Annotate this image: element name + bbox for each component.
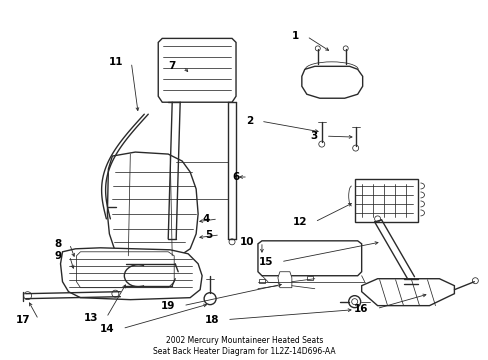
Polygon shape <box>107 152 198 259</box>
Text: 2002 Mercury Mountaineer Heated Seats
Seat Back Heater Diagram for 1L2Z-14D696-A: 2002 Mercury Mountaineer Heated Seats Se… <box>153 336 335 356</box>
Text: 3: 3 <box>310 131 317 141</box>
Polygon shape <box>61 248 202 300</box>
Text: 19: 19 <box>161 301 175 311</box>
Text: 8: 8 <box>54 239 61 249</box>
Text: 10: 10 <box>239 237 253 247</box>
Polygon shape <box>158 39 236 102</box>
Text: 6: 6 <box>232 172 240 182</box>
Polygon shape <box>258 241 361 276</box>
Text: 18: 18 <box>204 315 219 325</box>
Polygon shape <box>301 66 362 98</box>
Text: 13: 13 <box>84 312 98 323</box>
Text: 9: 9 <box>54 251 61 261</box>
Text: 17: 17 <box>16 315 31 325</box>
Polygon shape <box>306 276 312 280</box>
Text: 11: 11 <box>109 57 123 67</box>
Text: 7: 7 <box>167 61 175 71</box>
Text: 1: 1 <box>291 31 298 41</box>
Text: 15: 15 <box>258 257 272 267</box>
Polygon shape <box>354 179 417 222</box>
Polygon shape <box>361 279 453 306</box>
Polygon shape <box>259 279 264 283</box>
Text: 2: 2 <box>245 116 252 126</box>
Text: 14: 14 <box>100 324 114 334</box>
Text: 5: 5 <box>204 230 212 240</box>
Text: 12: 12 <box>292 217 306 227</box>
Text: 16: 16 <box>353 303 368 314</box>
Polygon shape <box>277 272 291 288</box>
Text: 4: 4 <box>203 214 210 224</box>
